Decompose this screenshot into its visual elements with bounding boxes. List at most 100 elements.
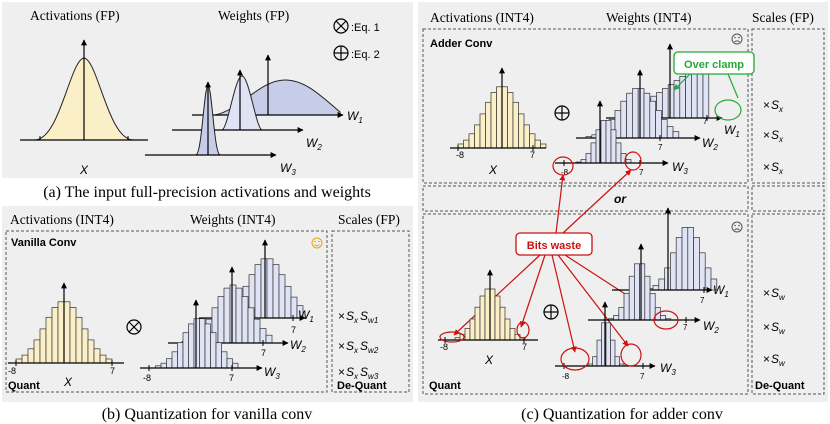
histogram-bar [610, 339, 616, 367]
histogram-bar [474, 124, 481, 149]
fp-activation-curve [20, 39, 148, 141]
top-waste-ellipse-right [624, 151, 642, 171]
histogram-bar [81, 328, 89, 364]
c-top-w3-tick-pos: 7 [639, 168, 644, 177]
histogram-bar [75, 316, 83, 364]
histogram-bar [655, 110, 662, 139]
panel-b-activation-histogram [8, 282, 124, 366]
bottom-act-waste-ellipse-right [516, 321, 530, 339]
histogram-bar [662, 88, 669, 119]
histogram-bar [652, 285, 660, 291]
histogram-bar [693, 237, 700, 291]
panel-c-top-weight-w3-histogram [555, 100, 669, 166]
sad-face-icon-bottom [731, 221, 743, 233]
histogram-bar [637, 88, 645, 139]
histogram-bar [494, 295, 501, 341]
panel-b-background [2, 206, 413, 402]
histogram-bar [699, 252, 706, 291]
histogram-bar [229, 284, 237, 344]
histogram-bar [649, 293, 656, 321]
panel-b-scales-box [331, 230, 410, 393]
bottom-w3-waste-ellipse-right [620, 343, 642, 367]
c-top-scale-3: ×Sx [763, 160, 784, 176]
otimes-symbol-icon [333, 18, 349, 34]
histogram-bar [518, 113, 525, 149]
panel-b-w1-tick-pos: 7 [291, 325, 296, 335]
histogram-bar [223, 287, 231, 344]
panel-c-top-box [422, 28, 749, 184]
histogram-bar [93, 348, 101, 364]
histogram-bar [479, 113, 486, 149]
histogram-bar [51, 307, 59, 364]
panel-c-bottom-activation-histogram [438, 269, 538, 343]
c-bot-w3-tick-neg: -8 [562, 372, 570, 381]
histogram-bar [710, 278, 718, 291]
histogram-bar [253, 318, 261, 344]
panel-a-w1-label: W1 [347, 109, 363, 125]
histogram-bar [160, 362, 167, 369]
otimes-operator-icon [126, 319, 142, 335]
histogram-bar [613, 315, 620, 321]
c-bot-scale-1: ×Sw [763, 286, 786, 302]
histogram-bar [639, 263, 646, 321]
histogram-bar [254, 264, 262, 319]
histogram-bar [649, 100, 656, 139]
histogram-bar [499, 306, 506, 341]
histogram-bar [39, 328, 47, 364]
histogram-bar [628, 275, 635, 321]
legend-eq2-label: :Eq. 2 [351, 49, 380, 61]
histogram-bar [509, 328, 516, 341]
histogram-bar [504, 318, 511, 341]
histogram-bar [534, 139, 541, 149]
histogram-bar [661, 119, 668, 139]
histogram-bar [675, 237, 683, 291]
panel-b-main-box [5, 230, 328, 393]
histogram-bar [284, 285, 292, 319]
panel-b-scale-w3: ×Sx Sw3 [338, 365, 379, 381]
panel-c-bottom-box [422, 213, 749, 395]
histogram-bar [514, 334, 521, 341]
over-clamp-ellipse [714, 99, 742, 121]
panel-a-w2-label: W2 [306, 136, 322, 152]
histogram-bar [247, 307, 255, 344]
panel-b-w2-label: W2 [290, 338, 306, 354]
histogram-bar [217, 296, 225, 344]
c-bot-act-tick-neg: -8 [440, 342, 448, 352]
histogram-bar [596, 339, 602, 367]
panel-b: Activations (INT4) Weights (INT4) Scales… [2, 206, 413, 423]
histogram-bar [623, 293, 630, 321]
histogram-bar [210, 332, 217, 369]
histogram-bar [681, 227, 689, 291]
histogram-bar [501, 86, 508, 149]
c-bot-w3-tick-pos: 7 [640, 372, 645, 381]
panel-b-weights-header: Weights (INT4) [190, 212, 276, 227]
histogram-bar [182, 332, 189, 369]
panel-b-act-tick-neg: -8 [8, 366, 16, 376]
histogram-bar [523, 124, 530, 149]
histogram-bar [27, 348, 35, 364]
histogram-bar [590, 142, 597, 164]
histogram-bar [658, 278, 665, 291]
histogram-bar [667, 84, 675, 119]
histogram-bar [166, 358, 173, 369]
adder-conv-title: Adder Conv [430, 38, 493, 50]
histogram-bar [63, 301, 71, 364]
histogram-bar [290, 296, 298, 319]
sad-face-icon-top [731, 33, 743, 45]
panel-c-caption: (c) Quantization for adder conv [521, 406, 723, 423]
histogram-bar [232, 362, 239, 369]
histogram-bar [171, 351, 178, 369]
panel-c-bottom-weight-w2-histogram [588, 243, 701, 323]
histogram-bar [485, 101, 492, 149]
panel-c-middle-box [422, 185, 749, 212]
histogram-bar [278, 274, 286, 319]
histogram-bar [474, 306, 481, 341]
oplus-symbol-icon [333, 45, 349, 61]
panel-b-w3-tick-neg: -8 [143, 373, 151, 383]
c-top-w2-tick-pos: 7 [658, 143, 663, 152]
panel-b-x-label: X [63, 375, 73, 389]
histogram-bar [57, 301, 65, 364]
panel-c-top-scales-box [751, 28, 825, 184]
histogram-bar [464, 328, 471, 341]
